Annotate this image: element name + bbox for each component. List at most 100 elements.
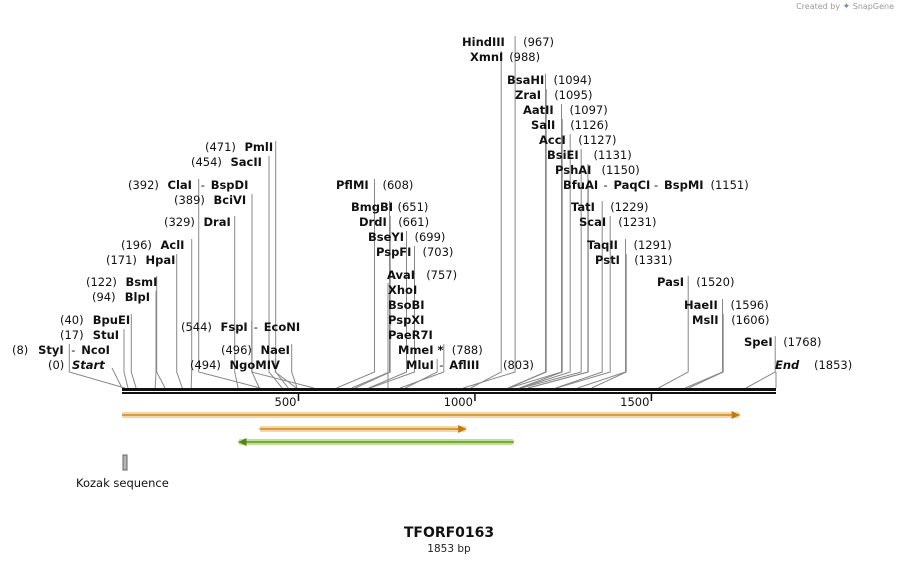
leader-line xyxy=(154,291,157,389)
site-msli[interactable]: MslI (1606) xyxy=(692,313,769,327)
site-hpai[interactable]: (171) HpaI xyxy=(106,253,175,267)
site-pmli[interactable]: (471) PmlI xyxy=(205,140,273,154)
site-pshai[interactable]: PshAI (1150) xyxy=(555,163,640,177)
snapgene-name: SnapGene xyxy=(852,2,894,11)
site-tati[interactable]: TatI (1229) xyxy=(571,200,648,214)
leader-line xyxy=(508,89,547,389)
site-position: (1231) xyxy=(618,215,656,229)
site-acli[interactable]: (196) AclI xyxy=(121,238,184,252)
site-position: (496) xyxy=(221,343,252,357)
leader-line xyxy=(528,179,589,389)
start-marker: (0) Start xyxy=(48,358,105,372)
site-name: ScaI xyxy=(579,215,606,229)
site-styi[interactable]: (8) StyI - NcoI xyxy=(12,343,110,357)
site-name: BlpI xyxy=(125,290,150,304)
site-name: StuI xyxy=(93,328,119,342)
site-dash: - xyxy=(654,178,658,192)
sequence-title: TFORF0163 xyxy=(403,525,495,541)
site-drai[interactable]: (329) DraI xyxy=(164,215,231,229)
site-sacii[interactable]: (454) SacII xyxy=(191,155,262,169)
site-position: (1606) xyxy=(731,313,769,327)
site-name: SpeI xyxy=(744,335,773,349)
site-position: (699) xyxy=(415,230,446,244)
site-drdi[interactable]: DrdI (661) xyxy=(359,215,429,229)
orange-feature-long[interactable] xyxy=(122,411,740,419)
site-position: (1150) xyxy=(602,163,640,177)
site-pspxi[interactable]: PspXI xyxy=(388,313,424,327)
site-xmni[interactable]: XmnI (988) xyxy=(470,50,540,64)
leader-line xyxy=(368,231,407,389)
site-xhoi[interactable]: XhoI xyxy=(388,283,417,297)
leader-line xyxy=(68,344,125,389)
site-name: HpaI xyxy=(146,253,176,267)
leader-line xyxy=(190,239,193,389)
site-bmgbi[interactable]: BmgBI (651) xyxy=(351,200,428,214)
site-haeii[interactable]: HaeII (1596) xyxy=(684,298,769,312)
site-psti[interactable]: PstI (1331) xyxy=(595,253,672,267)
leader-line xyxy=(251,321,315,389)
green-feature[interactable] xyxy=(238,438,514,446)
site-position: (1520) xyxy=(696,275,734,289)
site-dash: - xyxy=(201,178,205,192)
site-blpi[interactable]: (94) BlpI xyxy=(92,290,150,304)
site-position: (122) xyxy=(86,275,117,289)
site-paer7i[interactable]: PaeR7I xyxy=(388,328,433,342)
site-name: PspXI xyxy=(388,313,424,327)
site-position: (1229) xyxy=(610,200,648,214)
site-mlui[interactable]: MluI - AflIII (803) xyxy=(406,358,534,372)
site-fspi[interactable]: (544) FspI - EcoNI xyxy=(181,320,300,334)
orange-feature-short[interactable] xyxy=(259,425,467,433)
site-position: (40) xyxy=(60,313,84,327)
leader-line xyxy=(234,216,239,389)
site-name: PshAI xyxy=(555,163,591,177)
leader-line xyxy=(519,134,571,389)
site-stui[interactable]: (17) StuI xyxy=(60,328,119,342)
site-sali[interactable]: SalI (1126) xyxy=(531,118,608,132)
site-position: (1596) xyxy=(731,298,769,312)
site-name: BmgBI xyxy=(351,200,393,214)
site-bseyi[interactable]: BseYI (699) xyxy=(368,230,445,244)
site-name: PasI xyxy=(657,275,684,289)
site-hindiii[interactable]: HindIII (967) xyxy=(462,35,554,49)
site-position: (1331) xyxy=(634,253,672,267)
start-position: (0) xyxy=(48,358,64,372)
end-marker: End (1853) xyxy=(775,358,852,372)
site-name: SalI xyxy=(531,118,555,132)
site-avai[interactable]: AvaI (757) xyxy=(387,268,457,282)
site-bsiei[interactable]: BsiEI (1131) xyxy=(547,148,632,162)
site-bpuei[interactable]: (40) BpuEI xyxy=(60,313,130,327)
site-mmei[interactable]: MmeI * (788) xyxy=(398,343,483,357)
site-bsobi[interactable]: BsoBI xyxy=(388,298,425,312)
site-zrai[interactable]: ZraI (1095) xyxy=(515,88,592,102)
site-pasi[interactable]: PasI (1520) xyxy=(657,275,734,289)
site-aatii[interactable]: AatII (1097) xyxy=(523,103,608,117)
leader-line xyxy=(470,51,502,389)
site-name: AvaI xyxy=(387,268,415,282)
site-bcivi[interactable]: (389) BciVI xyxy=(174,193,246,207)
site-name: DrdI xyxy=(359,215,387,229)
site-position: (544) xyxy=(181,320,212,334)
leader-line xyxy=(123,329,129,389)
site-pspfi[interactable]: PspFI (703) xyxy=(376,245,453,259)
kozak-box[interactable] xyxy=(122,454,128,471)
site-bfuai[interactable]: BfuAI - PaqCI - BspMI (1151) xyxy=(563,178,749,192)
site-name: PflMI xyxy=(336,178,369,192)
site-name: BsoBI xyxy=(388,298,425,312)
site-scai[interactable]: ScaI (1231) xyxy=(579,215,656,229)
site-dash: - xyxy=(604,178,608,192)
site-ngomiv[interactable]: (494) NgoMIV xyxy=(190,358,280,372)
site-naei[interactable]: (496) NaeI xyxy=(221,343,290,357)
site-taqii[interactable]: TaqII (1291) xyxy=(587,238,672,252)
leader-line xyxy=(291,344,298,389)
start-label: Start xyxy=(72,358,105,372)
site-labels: (8) StyI - NcoI(17) StuI(40) BpuEI(94) BlpI(12… xyxy=(12,35,852,372)
leader-line xyxy=(268,156,283,389)
site-pflmi[interactable]: PflMI (608) xyxy=(336,178,413,192)
site-bsahi[interactable]: BsaHI (1094) xyxy=(507,73,592,87)
site-name: PaeR7I xyxy=(388,328,433,342)
site-acci[interactable]: AccI (1127) xyxy=(539,133,616,147)
site-clai[interactable]: (392) ClaI - BspDI xyxy=(128,178,248,192)
leader-line xyxy=(745,336,776,389)
site-bsmi[interactable]: (122) BsmI xyxy=(86,275,157,289)
site-spei[interactable]: SpeI (1768) xyxy=(744,335,821,349)
